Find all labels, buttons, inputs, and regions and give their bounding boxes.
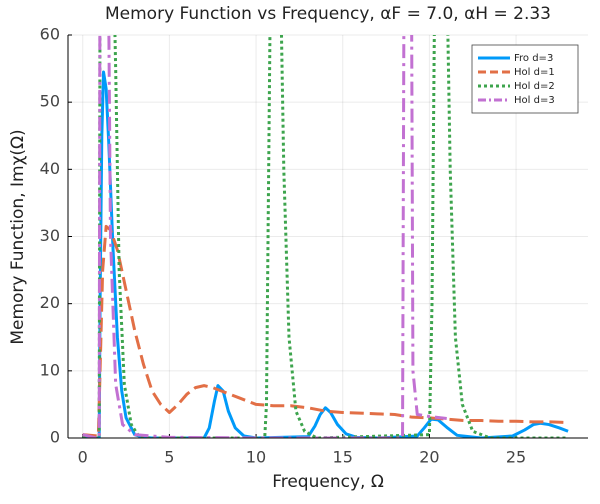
plot-area (82, 35, 569, 438)
y-tick-label: 60 (40, 25, 60, 44)
series-line (82, 224, 569, 438)
x-tick-label: 20 (419, 448, 439, 467)
x-tick-label: 10 (246, 448, 266, 467)
y-tick-label: 0 (50, 428, 60, 447)
x-axis-label: Frequency, Ω (272, 472, 384, 492)
legend-label: Hol d=2 (514, 81, 555, 92)
x-tick-label: 25 (506, 448, 526, 467)
y-axis-label: Memory Function, Imχ(Ω) (8, 129, 28, 344)
legend-label: Fro d=3 (514, 53, 553, 64)
series-line (82, 70, 569, 438)
x-tick-label: 0 (78, 448, 88, 467)
legend-label: Hol d=3 (514, 95, 555, 106)
legend-box (471, 44, 579, 114)
y-tick-label: 50 (40, 92, 60, 111)
series-line (82, 35, 447, 438)
legend-label: Hol d=1 (514, 67, 555, 78)
series-line (82, 35, 569, 438)
y-tick-label: 30 (40, 226, 60, 245)
x-tick-label: 5 (164, 448, 174, 467)
y-tick-label: 40 (40, 159, 60, 178)
legend: Fro d=3 Hol d=1 Hol d=2 Hol d=3 (471, 44, 579, 114)
x-tick-label: 15 (333, 448, 353, 467)
chart-title: Memory Function vs Frequency, αF = 7.0, … (105, 4, 551, 24)
y-tick-label: 10 (40, 360, 60, 379)
y-tick-label: 20 (40, 293, 60, 312)
